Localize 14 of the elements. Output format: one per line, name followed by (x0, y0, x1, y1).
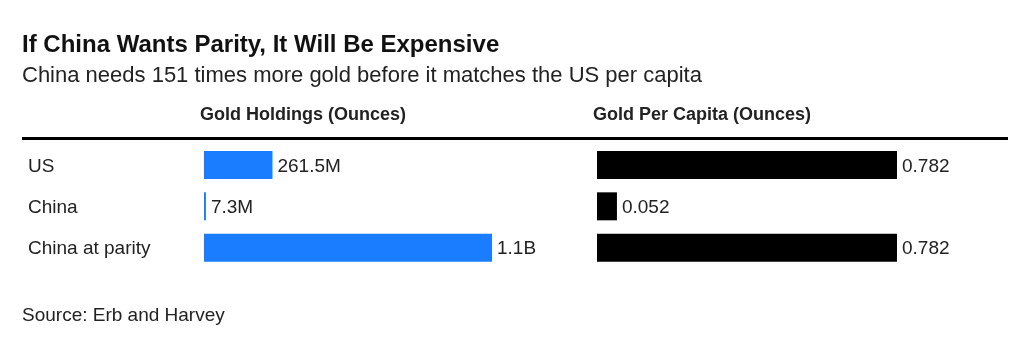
x-axis-title: Gold Holdings (Ounces) (22, 104, 584, 140)
data-label: 0.052 (621, 196, 670, 218)
data-label: 261.5M (277, 154, 341, 176)
data-label: 1.1B (497, 237, 537, 259)
chart-title: If China Wants Parity, It Will Be Expensive (22, 30, 501, 58)
x-axis-title: Gold Per Capita (Ounces) (584, 104, 1008, 140)
chart-subtitle: China needs 151 times more gold before it matches the US per capita (22, 62, 703, 88)
y-tick-label: China at parity (28, 237, 152, 259)
y-tick-label: US (28, 154, 55, 176)
data-label: 0.782 (902, 237, 950, 259)
source-note: Source: Erb and Harvey (22, 304, 225, 326)
y-tick-label: China (28, 196, 79, 217)
data-label: 7.3M (210, 196, 254, 218)
data-label: 0.782 (902, 154, 950, 176)
